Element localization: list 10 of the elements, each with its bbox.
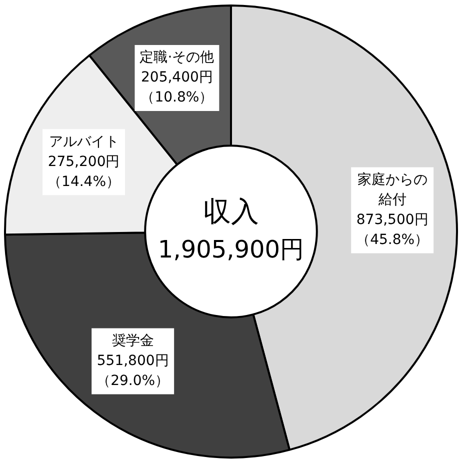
slice-label: 定職·その他 [140,50,214,66]
data-label: 275,200円（14.4%） [48,154,120,190]
data-label: 205,400円（10.8%） [140,70,214,106]
data-label: 551,800円（29.0%） [96,352,170,389]
text: 1,905,900円 [158,236,304,264]
slice-label: 家庭からの給付 [357,172,428,208]
text: 収入 [203,194,259,228]
slice-label: 奨学金 [112,332,154,349]
data-label: 873,500円（45.8%） [356,212,429,248]
slice-label: アルバイト [48,134,119,150]
